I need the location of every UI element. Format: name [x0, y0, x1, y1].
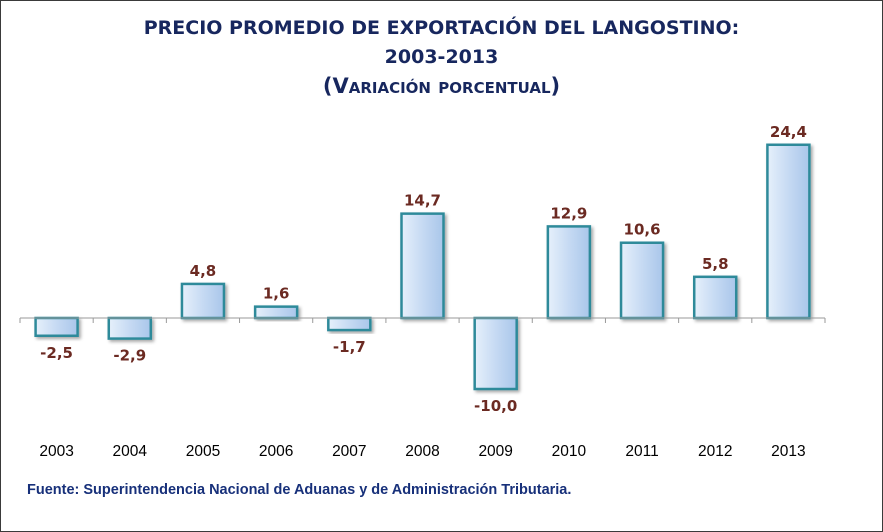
data-label-2011: 10,6 — [624, 221, 661, 239]
data-label-2009: -10,0 — [474, 397, 517, 415]
data-label-2008: 14,7 — [404, 192, 441, 210]
bar-2009 — [473, 316, 518, 391]
data-label-2013: 24,4 — [770, 123, 807, 141]
data-label-2005: 4,8 — [190, 262, 217, 280]
title-line-3: (Variación porcentual) — [322, 74, 561, 98]
data-label-2010: 12,9 — [550, 204, 587, 222]
title-line-1: PRECIO PROMEDIO DE EXPORTACIÓN DEL LANGO… — [143, 17, 740, 39]
data-label-2006: 1,6 — [263, 285, 290, 303]
category-label-2006: 2006 — [259, 443, 293, 460]
data-label-2012: 5,8 — [702, 255, 729, 273]
data-label-2007: -1,7 — [333, 338, 366, 356]
bar-2004 — [107, 316, 153, 340]
category-label-2011: 2011 — [625, 443, 658, 460]
data-label-2003: -2,5 — [40, 344, 73, 362]
category-label-2003: 2003 — [39, 443, 73, 460]
bar-2013 — [766, 143, 811, 320]
category-label-2005: 2005 — [186, 443, 220, 460]
bar-2010 — [546, 225, 592, 320]
bar-2005 — [180, 282, 226, 320]
bar-2012 — [692, 275, 738, 320]
category-label-2012: 2012 — [698, 443, 732, 460]
category-label-2010: 2010 — [552, 443, 587, 460]
category-label-2008: 2008 — [405, 443, 439, 460]
bar-2003 — [34, 316, 79, 337]
category-label-2013: 2013 — [771, 443, 805, 460]
bar-2008 — [400, 212, 445, 320]
chart-title: PRECIO PROMEDIO DE EXPORTACIÓN DEL LANGO… — [0, 14, 883, 101]
bar-2011 — [619, 241, 665, 320]
bar-2006 — [253, 305, 299, 320]
category-label-2004: 2004 — [113, 443, 148, 460]
category-label-2009: 2009 — [478, 443, 512, 460]
data-label-2004: -2,9 — [113, 347, 146, 365]
title-line-2: 2003-2013 — [384, 46, 499, 68]
source-note: Fuente: Superintendencia Nacional de Adu… — [27, 482, 572, 498]
category-label-2007: 2007 — [332, 443, 366, 460]
bar-2007 — [327, 316, 372, 332]
